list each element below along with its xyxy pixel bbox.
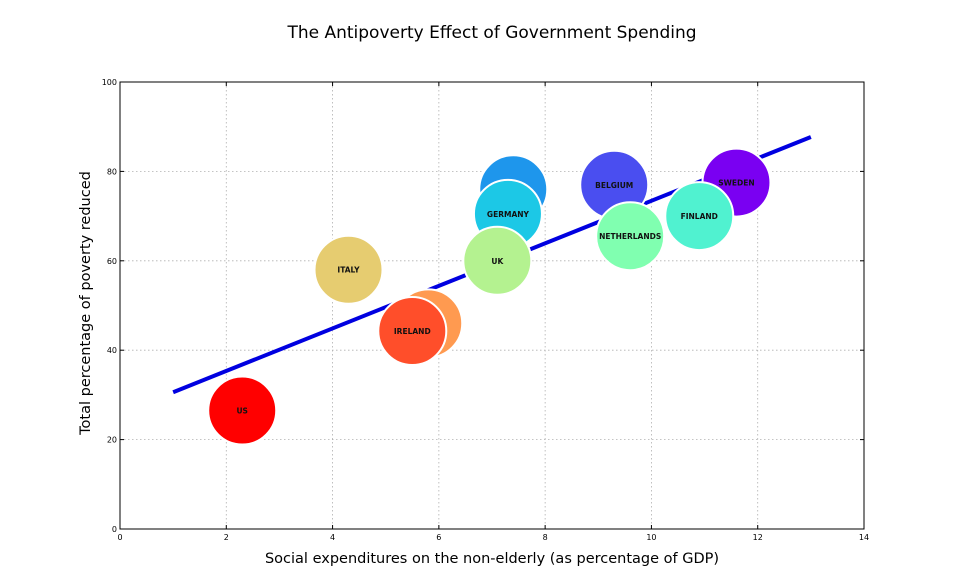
y-tick-label: 0 — [112, 525, 117, 534]
x-tick-label: 14 — [859, 533, 869, 542]
plot-frame — [119, 81, 865, 530]
bubble-label: UK — [491, 257, 504, 266]
x-axis-label: Social expenditures on the non-elderly (… — [265, 551, 719, 567]
bubble-label: GERMANY — [487, 210, 530, 219]
bubble-circle — [313, 234, 384, 305]
bubble-italy: ITALY — [313, 234, 384, 305]
y-tick-label: 20 — [107, 436, 117, 445]
x-tick-label: 6 — [436, 533, 441, 542]
bubble-us: US — [207, 375, 278, 446]
chart-title: The Antipoverty Effect of Government Spe… — [286, 23, 696, 43]
bubble-circle — [664, 181, 735, 252]
bubbles: USITALYCANADAIRELANDAUSTRIAGERMANYUKBELG… — [207, 147, 772, 446]
bubble-netherlands: NETHERLANDS — [595, 201, 666, 272]
bubble-label: SWEDEN — [718, 179, 754, 188]
y-axis-label: Total percentage of poverty reduced — [78, 171, 94, 436]
bubble-label: BELGIUM — [595, 181, 633, 190]
y-tick-label: 40 — [107, 346, 117, 355]
bubble-label: FINLAND — [681, 212, 718, 221]
x-tick-label: 12 — [753, 533, 763, 542]
x-tick-label: 0 — [117, 533, 122, 542]
bubble-label: IRELAND — [394, 327, 431, 336]
bubble-circle — [595, 201, 666, 272]
x-tick-label: 10 — [646, 533, 656, 542]
ticks: 0 2 4 6 8 10 12 14 0 20 40 60 80 100 — [102, 78, 869, 542]
bubble-circle — [377, 295, 448, 366]
bubble-label: US — [236, 407, 248, 416]
bubble-uk: UK — [462, 225, 533, 296]
bubble-circle — [207, 375, 278, 446]
bubble-ireland: IRELAND — [377, 295, 448, 366]
y-tick-label: 60 — [107, 257, 117, 266]
y-tick-label: 80 — [107, 167, 117, 176]
bubble-circle — [462, 225, 533, 296]
x-tick-label: 8 — [543, 533, 548, 542]
y-tick-label: 100 — [102, 78, 117, 87]
bubble-label: NETHERLANDS — [599, 232, 661, 241]
x-tick-label: 2 — [224, 533, 229, 542]
bubble-label: ITALY — [337, 266, 360, 275]
grid — [120, 82, 864, 529]
bubble-finland: FINLAND — [664, 181, 735, 252]
x-tick-label: 4 — [330, 533, 335, 542]
